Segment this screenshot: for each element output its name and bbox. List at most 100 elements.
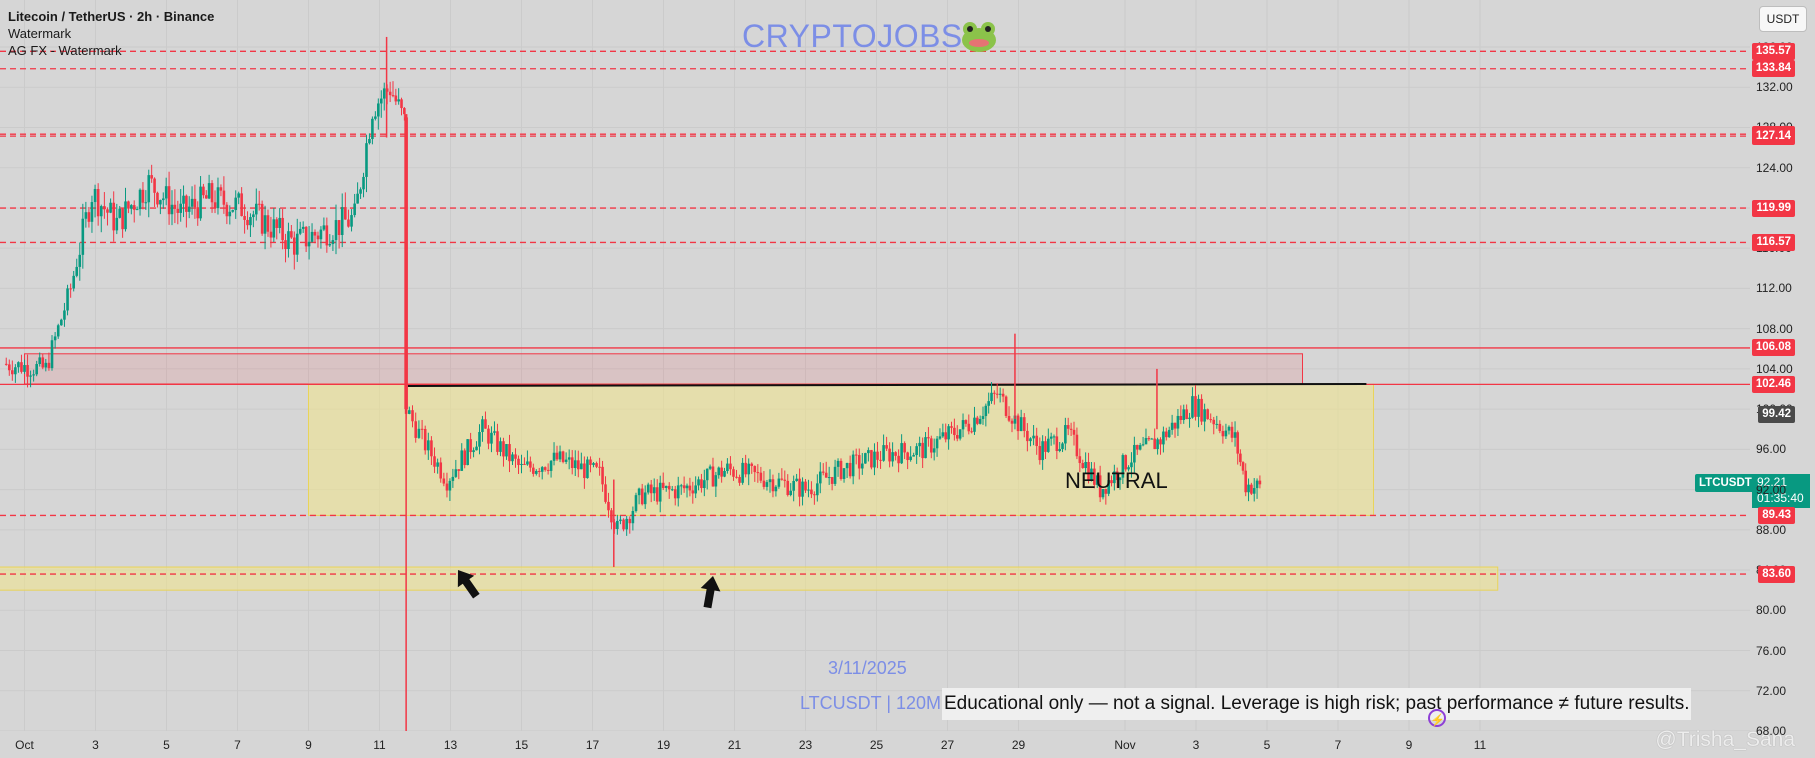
candle-body-343 — [1026, 430, 1029, 442]
candle-body-340 — [1016, 415, 1020, 432]
candle-body-67 — [204, 195, 208, 199]
candle-body-193 — [580, 463, 583, 470]
chart-title: Litecoin / TetherUS · 2h · Binance — [8, 9, 215, 24]
candle-body-163 — [490, 432, 493, 444]
annotation-symbol-interval: LTCUSDT | 120M — [800, 693, 942, 713]
current-price-value: 92.21 — [1757, 475, 1788, 489]
candle-body-191 — [573, 460, 577, 469]
candle-body-298 — [894, 452, 897, 456]
candle-body-18 — [60, 319, 63, 326]
candle-body-171 — [514, 454, 517, 459]
candle-body-80 — [243, 216, 246, 220]
candle-body-34 — [109, 202, 112, 213]
time-axis-bg — [0, 731, 1815, 758]
candle-body-381 — [1135, 444, 1139, 450]
candle-body-331 — [990, 392, 993, 402]
candle-body-117 — [353, 203, 356, 216]
candle-body-270 — [810, 489, 813, 495]
candle-body-217 — [652, 487, 656, 494]
arrow-up-icon — [700, 576, 721, 609]
candle-body-347 — [1038, 446, 1042, 461]
x-tick-label: 11 — [373, 738, 386, 752]
candle-body-385 — [1147, 438, 1151, 440]
candle-body-79 — [240, 193, 243, 217]
candle-body-37 — [118, 208, 122, 218]
candle-body-194 — [583, 463, 586, 479]
candle-body-398 — [1185, 409, 1188, 420]
candle-body-155 — [466, 439, 469, 466]
candle-body-44 — [138, 189, 142, 210]
price-level-tag[interactable]: 116.57 — [1752, 233, 1795, 251]
candle-body-13 — [44, 362, 48, 368]
candle-body-383 — [1141, 444, 1145, 446]
candle-body-391 — [1165, 431, 1168, 438]
candle-body-168 — [505, 444, 508, 457]
indicator-agfx-watermark[interactable]: AG FX - Watermark — [8, 43, 122, 58]
candle-body-15 — [50, 340, 54, 369]
candle-body-118 — [356, 193, 359, 204]
disclaimer-text: Educational only — not a signal. Leverag… — [942, 688, 1692, 720]
candle-body-29 — [93, 188, 97, 203]
candle-body-232 — [697, 479, 700, 486]
price-level-tag[interactable]: 106.08 — [1751, 339, 1795, 357]
candle-body-378 — [1127, 467, 1130, 470]
candle-body-108 — [325, 225, 329, 246]
candle-body-361 — [1078, 456, 1082, 464]
candle-body-82 — [249, 217, 252, 226]
candle-body-124 — [374, 116, 377, 119]
currency-selector-button[interactable]: USDT — [1759, 6, 1807, 32]
candle-body-264 — [792, 481, 795, 491]
lightning-icon[interactable]: ⚡ — [1428, 709, 1446, 727]
candle-body-346 — [1035, 435, 1038, 447]
price-level-tag[interactable]: 89.43 — [1758, 506, 1795, 524]
candle-body-130 — [391, 95, 395, 97]
candle-body-241 — [723, 470, 726, 477]
candle-body-299 — [897, 455, 900, 464]
candle-body-358 — [1069, 428, 1073, 430]
x-tick-label: 3 — [1192, 738, 1200, 752]
candle-body-1 — [7, 364, 11, 371]
candle-body-66 — [202, 186, 205, 196]
candle-body-338 — [1010, 420, 1014, 424]
candle-body-231 — [694, 485, 697, 494]
x-tick-label: 27 — [940, 738, 955, 752]
candle-body-255 — [765, 482, 769, 487]
candle-body-95 — [287, 231, 290, 250]
candle-body-366 — [1093, 468, 1096, 485]
candle-body-324 — [970, 431, 973, 433]
candle-body-395 — [1176, 415, 1180, 429]
candle-body-219 — [658, 482, 662, 502]
candle-body-422 — [1255, 480, 1259, 489]
candle-body-93 — [281, 217, 284, 241]
candle-body-408 — [1215, 423, 1219, 425]
candle-body-120 — [362, 176, 365, 190]
candle-body-198 — [595, 463, 598, 467]
candle-body-220 — [661, 482, 665, 488]
candle-body-304 — [912, 455, 915, 457]
price-level-tag[interactable]: 83.60 — [1758, 565, 1795, 583]
candle-body-242 — [726, 463, 729, 471]
candle-body-354 — [1058, 449, 1061, 452]
candle-body-24 — [78, 254, 82, 267]
candle-body-211 — [634, 495, 638, 511]
candle-body-55 — [170, 204, 174, 215]
candle-body-179 — [537, 470, 541, 472]
price-level-tag[interactable]: 127.14 — [1751, 127, 1795, 145]
candle-body-197 — [592, 463, 595, 465]
candle-body-86 — [260, 203, 264, 234]
candle-body-149 — [448, 480, 452, 491]
candle-body-382 — [1138, 445, 1142, 450]
candle-body-393 — [1170, 422, 1174, 430]
price-level-tag[interactable]: 133.84 — [1751, 60, 1795, 78]
x-tick-label: 9 — [1405, 738, 1413, 752]
trendline — [407, 382, 1367, 387]
candle-body-416 — [1239, 453, 1242, 463]
candle-body-101 — [304, 226, 308, 247]
price-level-tag[interactable]: 102.46 — [1751, 375, 1795, 393]
candle-body-3 — [14, 367, 17, 375]
price-level-tag[interactable]: 135.57 — [1751, 42, 1795, 60]
indicator-watermark[interactable]: Watermark — [8, 26, 72, 41]
price-level-tag[interactable]: 119.99 — [1752, 199, 1795, 217]
candle-body-405 — [1206, 409, 1209, 420]
